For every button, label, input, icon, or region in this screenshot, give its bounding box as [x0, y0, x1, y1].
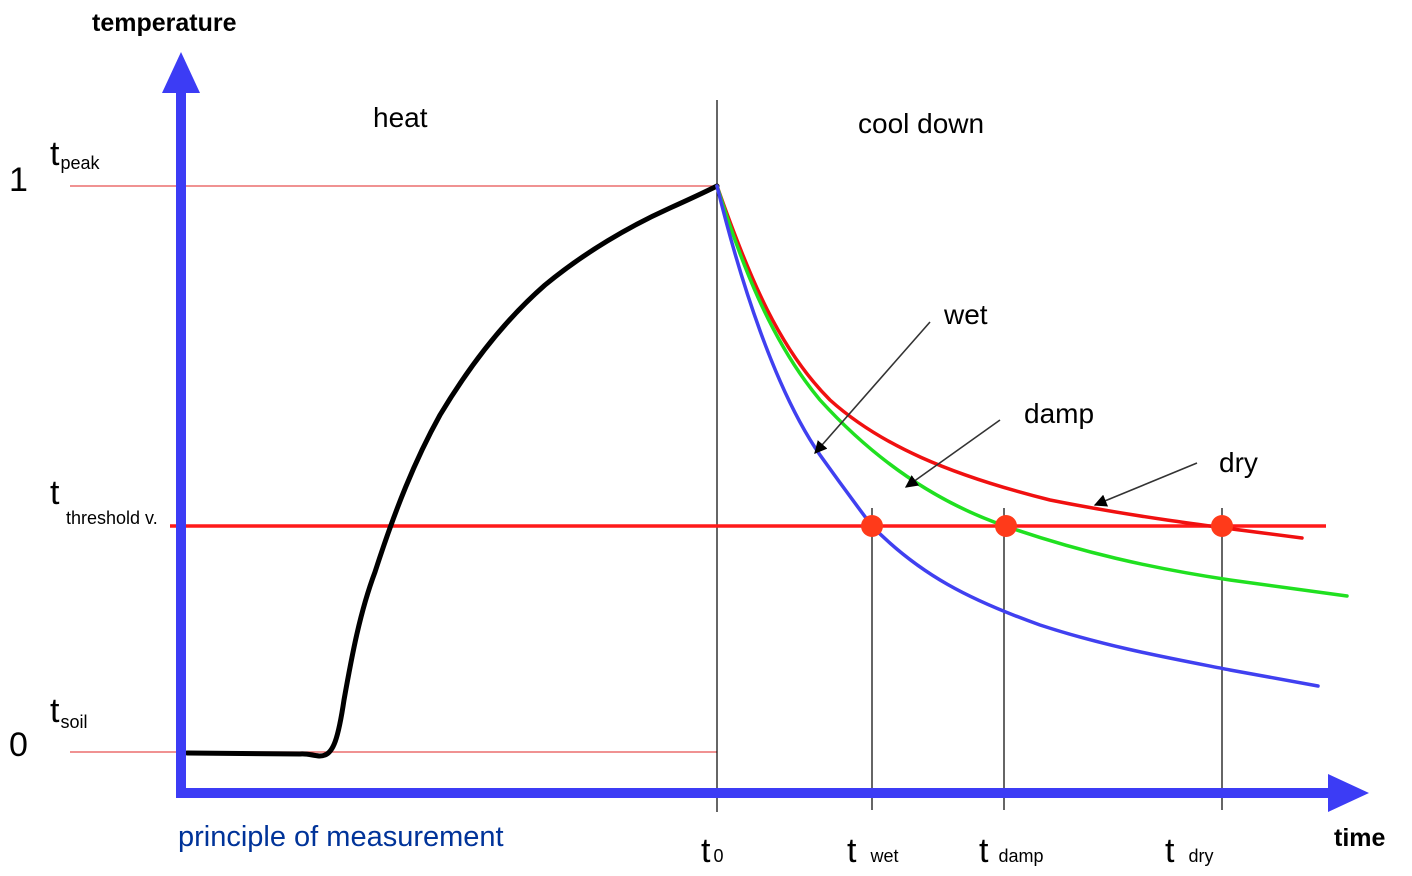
dry-threshold-marker [1211, 515, 1233, 537]
y-axis-arrowhead [162, 52, 200, 93]
damp-curve [715, 184, 1349, 598]
x-axis-arrowhead [1328, 774, 1369, 812]
tdamp-label: t damp [979, 832, 1043, 870]
t-peak-label: tpeak [50, 135, 100, 173]
dry-leader-arrow [1093, 462, 1198, 507]
wet-curve-label: wet [943, 299, 988, 330]
wet-curve [715, 184, 1320, 688]
heat-phase-label: heat [373, 102, 428, 133]
tdry-label: t dry [1165, 832, 1213, 870]
heating-curve [184, 183, 720, 759]
damp-leader-arrow [904, 419, 1001, 488]
y-axis [162, 52, 200, 798]
diagram-caption: principle of measurement [178, 821, 504, 853]
x-axis-title: time [1334, 824, 1386, 852]
twet-label: t wet [847, 832, 898, 870]
dry-curve-label: dry [1219, 447, 1258, 478]
damp-threshold-marker [995, 515, 1017, 537]
x-axis [176, 774, 1369, 812]
wet-threshold-marker [861, 515, 883, 537]
cool-down-phase-label: cool down [858, 108, 984, 139]
t-threshold-label: t threshold v. [50, 474, 158, 528]
y-tick-1: 1 [9, 161, 28, 199]
damp-curve-label: damp [1024, 398, 1094, 429]
wet-leader-arrow [814, 321, 931, 454]
y-tick-0: 0 [9, 726, 28, 764]
y-axis-title: temperature [92, 9, 237, 37]
dry-curve [715, 184, 1304, 540]
t-soil-label: tsoil [50, 692, 87, 732]
